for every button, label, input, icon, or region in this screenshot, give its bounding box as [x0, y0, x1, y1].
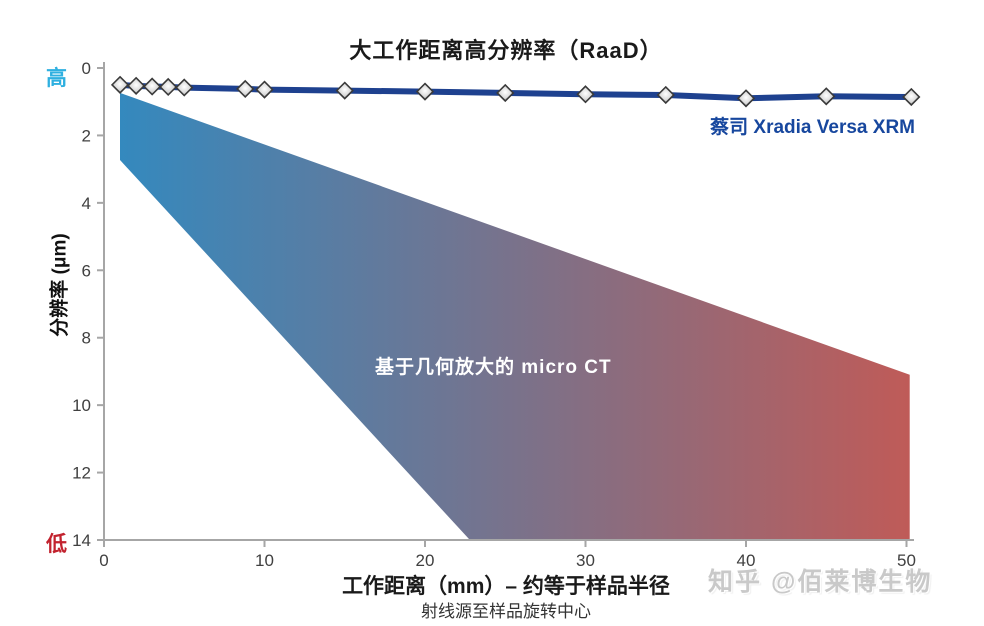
- data-point-diamond-marker: [496, 83, 515, 103]
- data-point-diamond-marker: [175, 78, 194, 97]
- y-axis-low-label: 低: [46, 533, 67, 556]
- y-axis-high-label: 高: [46, 67, 67, 90]
- data-point-diamond-marker: [159, 77, 178, 97]
- data-point-diamond-marker: [110, 75, 130, 94]
- versa-xrm-legend-label: 蔡司 Xradia Versa XRM: [710, 117, 915, 138]
- data-point-diamond-marker: [817, 87, 836, 106]
- tick-marks: [97, 67, 908, 547]
- y-tick-label: 12: [72, 464, 91, 483]
- x-tick-label: 50: [897, 551, 916, 570]
- data-point-diamond-marker: [736, 89, 756, 108]
- x-axis-title: 工作距离（mm）– 约等于样品半径: [342, 575, 670, 598]
- versa-xrm-diamond-markers: [110, 75, 921, 108]
- y-tick-label: 14: [72, 531, 91, 550]
- y-tick-label: 2: [82, 126, 91, 145]
- data-point-diamond-marker: [656, 85, 675, 105]
- x-tick-label: 20: [416, 551, 435, 570]
- x-tick-label: 0: [99, 551, 108, 570]
- x-tick-labels: 0 10 20 30 40 50: [99, 551, 916, 570]
- data-point-diamond-marker: [236, 79, 255, 99]
- x-tick-label: 10: [255, 551, 274, 570]
- watermark-zhihu: 知乎 @佰莱博生物: [708, 568, 933, 596]
- y-tick-labels: 0 2 4 6 8 10 12 14: [72, 59, 91, 550]
- y-tick-label: 6: [82, 261, 91, 280]
- x-tick-label: 40: [737, 551, 756, 570]
- x-axis-subtitle: 射线源至样品旋转中心: [421, 602, 591, 621]
- y-axis-title: 分辨率 (μm): [49, 233, 71, 337]
- y-tick-label: 0: [82, 59, 91, 78]
- y-tick-label: 4: [82, 194, 91, 213]
- x-tick-label: 30: [576, 551, 595, 570]
- data-point-diamond-marker: [143, 77, 162, 96]
- data-point-diamond-marker: [126, 76, 146, 95]
- micro-ct-wedge-area: [120, 92, 910, 541]
- axes: [103, 62, 914, 541]
- data-point-diamond-marker: [576, 85, 595, 104]
- y-tick-label: 8: [82, 329, 91, 348]
- y-tick-label: 10: [72, 396, 91, 415]
- data-point-diamond-marker: [255, 80, 274, 99]
- data-point-diamond-marker: [335, 81, 354, 100]
- chart-title: 大工作距离高分辨率（RaaD）: [349, 38, 663, 63]
- data-point-diamond-marker: [902, 87, 921, 107]
- micro-ct-wedge-label: 基于几何放大的 micro CT: [375, 357, 612, 378]
- data-point-diamond-marker: [415, 82, 435, 101]
